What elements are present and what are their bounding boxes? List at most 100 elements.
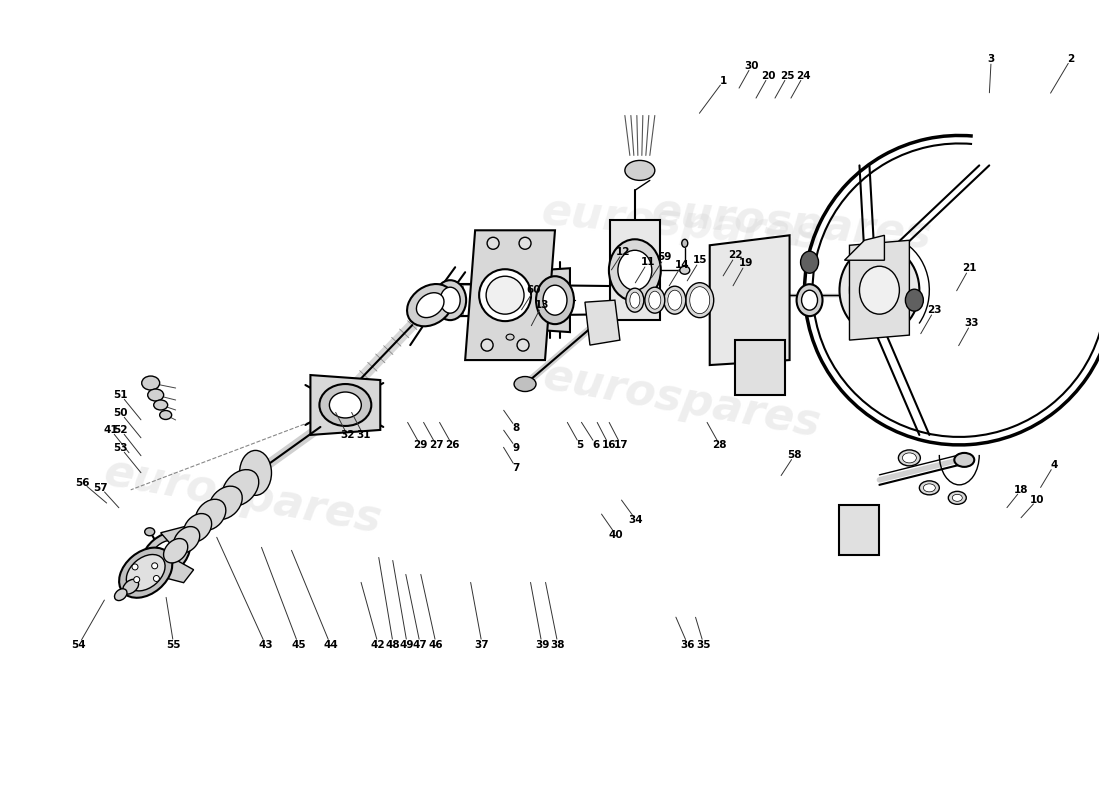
Text: 9: 9	[513, 443, 519, 453]
Text: 25: 25	[780, 70, 795, 81]
Ellipse shape	[948, 491, 966, 504]
Text: 27: 27	[429, 440, 443, 450]
Polygon shape	[465, 230, 556, 360]
Text: 11: 11	[640, 258, 656, 267]
Circle shape	[152, 563, 157, 569]
Polygon shape	[585, 300, 620, 345]
Ellipse shape	[802, 290, 817, 310]
Text: 31: 31	[356, 430, 371, 440]
Ellipse shape	[184, 514, 211, 542]
Text: 33: 33	[964, 318, 979, 328]
Text: 42: 42	[371, 639, 386, 650]
Ellipse shape	[625, 161, 654, 180]
Ellipse shape	[899, 450, 921, 466]
Ellipse shape	[955, 453, 975, 467]
Ellipse shape	[119, 548, 173, 598]
Text: 47: 47	[412, 639, 428, 650]
Text: 7: 7	[513, 463, 519, 473]
Ellipse shape	[222, 470, 258, 506]
Text: 16: 16	[602, 440, 616, 450]
Text: 52: 52	[113, 425, 128, 435]
Text: 22: 22	[728, 250, 743, 260]
Text: 13: 13	[535, 300, 549, 310]
Text: 51: 51	[113, 390, 128, 400]
Text: 6: 6	[592, 440, 600, 450]
Polygon shape	[849, 240, 910, 340]
Text: 24: 24	[796, 70, 811, 81]
Bar	[839, 505, 879, 554]
Text: 53: 53	[113, 443, 128, 453]
Text: 38: 38	[551, 639, 565, 650]
Ellipse shape	[536, 276, 574, 324]
Text: eurospares: eurospares	[540, 190, 824, 258]
Text: 3: 3	[988, 54, 994, 63]
Ellipse shape	[645, 287, 664, 313]
Ellipse shape	[145, 528, 155, 536]
Ellipse shape	[142, 376, 160, 390]
Text: 55: 55	[166, 639, 180, 650]
Ellipse shape	[839, 246, 920, 335]
Text: 41: 41	[103, 425, 118, 435]
Text: 50: 50	[113, 408, 128, 418]
Ellipse shape	[796, 284, 823, 316]
Ellipse shape	[480, 270, 531, 321]
Text: 43: 43	[258, 639, 273, 650]
Text: 21: 21	[962, 263, 977, 274]
Text: 60: 60	[527, 285, 541, 295]
Polygon shape	[161, 526, 194, 550]
Text: eurospares: eurospares	[539, 354, 824, 446]
Ellipse shape	[209, 486, 242, 519]
Ellipse shape	[680, 266, 690, 274]
Text: 23: 23	[927, 305, 942, 315]
Ellipse shape	[151, 540, 182, 570]
Polygon shape	[609, 220, 660, 320]
Ellipse shape	[626, 288, 644, 312]
Text: 36: 36	[681, 639, 695, 650]
Ellipse shape	[154, 400, 167, 410]
Text: 5: 5	[576, 440, 584, 450]
Ellipse shape	[486, 276, 524, 314]
Ellipse shape	[690, 286, 710, 314]
Ellipse shape	[630, 292, 640, 308]
Text: 12: 12	[616, 247, 630, 258]
Ellipse shape	[905, 289, 923, 311]
Circle shape	[132, 564, 138, 570]
Text: 32: 32	[340, 430, 354, 440]
Text: 49: 49	[400, 639, 415, 650]
Circle shape	[519, 238, 531, 250]
Text: 18: 18	[1014, 485, 1028, 495]
Ellipse shape	[440, 287, 460, 313]
Text: 8: 8	[513, 423, 519, 433]
Text: 20: 20	[761, 70, 776, 81]
Circle shape	[153, 575, 159, 582]
Ellipse shape	[902, 453, 916, 463]
Text: 58: 58	[788, 450, 802, 460]
Text: 10: 10	[1030, 495, 1044, 505]
Circle shape	[481, 339, 493, 351]
Ellipse shape	[920, 481, 939, 495]
Ellipse shape	[434, 280, 466, 320]
Text: 34: 34	[628, 514, 643, 525]
Text: 46: 46	[429, 639, 443, 650]
Ellipse shape	[174, 526, 200, 553]
Text: 14: 14	[674, 260, 689, 270]
Ellipse shape	[114, 589, 126, 601]
Text: eurospares: eurospares	[100, 450, 385, 542]
Polygon shape	[710, 235, 790, 365]
Text: 30: 30	[745, 61, 759, 70]
Circle shape	[517, 339, 529, 351]
Polygon shape	[310, 375, 381, 435]
Text: 40: 40	[608, 530, 624, 540]
Ellipse shape	[164, 538, 188, 563]
Ellipse shape	[801, 251, 818, 274]
Circle shape	[487, 238, 499, 250]
Ellipse shape	[859, 266, 900, 314]
Ellipse shape	[685, 282, 714, 318]
Text: 54: 54	[72, 639, 86, 650]
Ellipse shape	[196, 499, 225, 530]
Polygon shape	[540, 268, 570, 332]
Text: 4: 4	[1050, 460, 1058, 470]
Ellipse shape	[849, 255, 910, 325]
Polygon shape	[161, 560, 194, 582]
Text: 28: 28	[713, 440, 727, 450]
